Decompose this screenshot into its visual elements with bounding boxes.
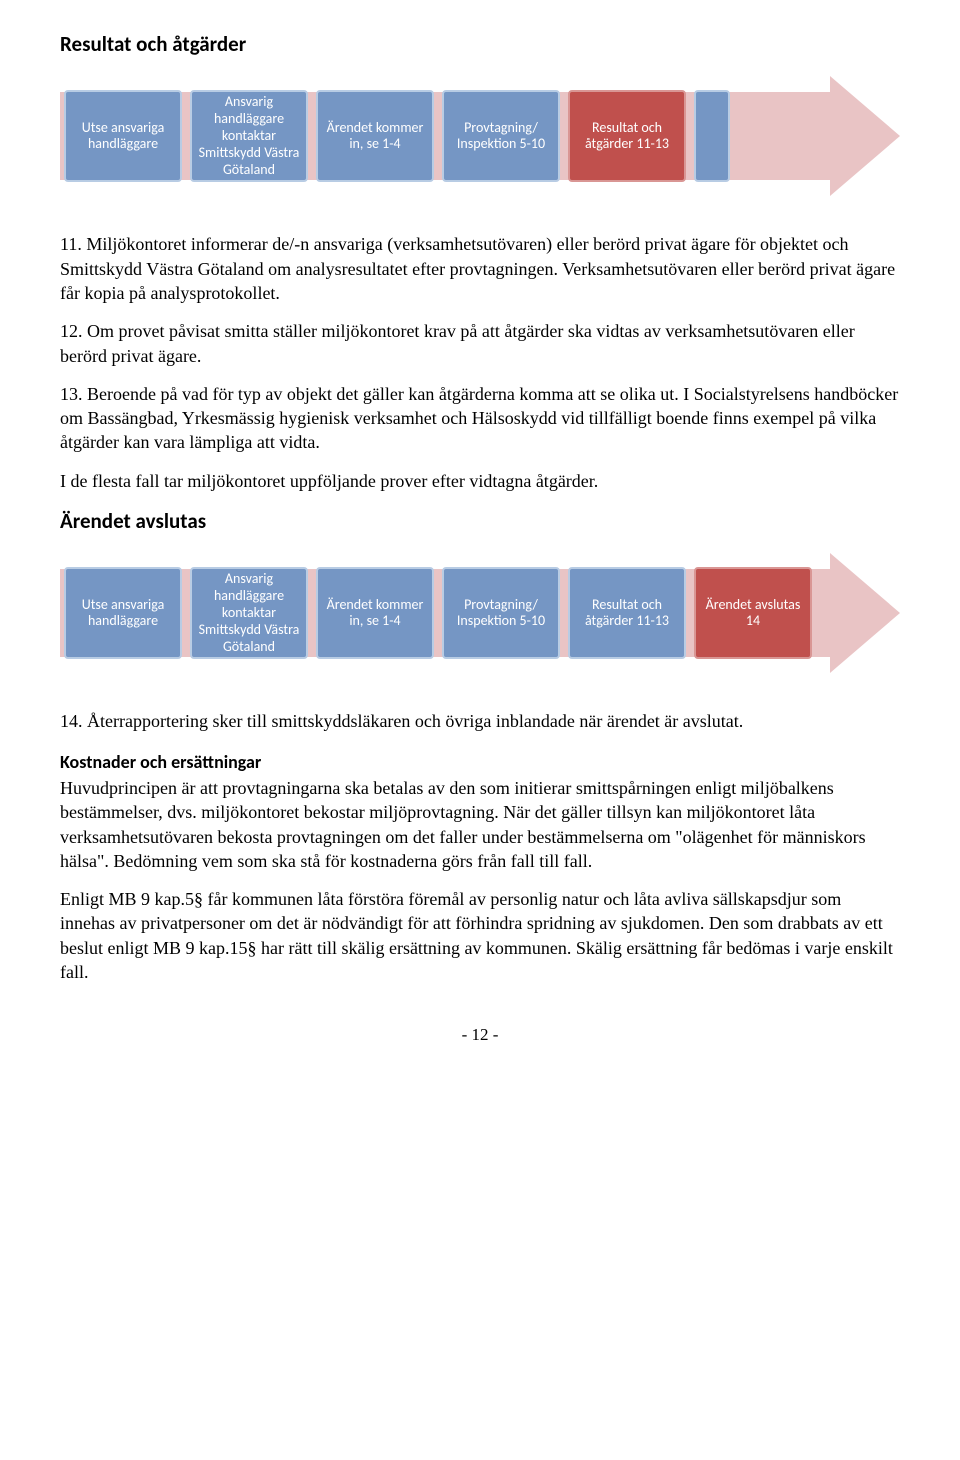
paragraph-11: 11. Miljökontoret informerar de/-n ansva… [60, 232, 900, 305]
costs-heading: Kostnader och ersättningar [60, 750, 900, 774]
flow1-boxes: Utse ansvariga handläggareAnsvarig handl… [60, 90, 730, 182]
costs-paragraph-2: Enligt MB 9 kap.5§ får kommunen låta för… [60, 887, 900, 984]
process-arrow-2: Utse ansvariga handläggareAnsvarig handl… [60, 553, 900, 673]
flow-step: Ansvarig handläggare kontaktar Smittskyd… [190, 567, 308, 659]
paragraph-14: 14. Återrapportering sker till smittskyd… [60, 709, 900, 733]
flow-step: Provtagning/ Inspektion 5-10 [442, 90, 560, 182]
process-arrow-1: Utse ansvariga handläggareAnsvarig handl… [60, 76, 900, 196]
flow-step: Resultat och åtgärder 11-13 [568, 90, 686, 182]
paragraph-13b: I de flesta fall tar miljökontoret uppfö… [60, 469, 900, 493]
flow2-boxes: Utse ansvariga handläggareAnsvarig handl… [60, 567, 812, 659]
flow-step: Provtagning/ Inspektion 5-10 [442, 567, 560, 659]
flow-step: Utse ansvariga handläggare [64, 567, 182, 659]
paragraph-12: 12. Om provet påvisat smitta ställer mil… [60, 319, 900, 368]
flow-step: Utse ansvariga handläggare [64, 90, 182, 182]
flow-step: Ärendet avslutas 14 [694, 567, 812, 659]
flow-step: Resultat och åtgärder 11-13 [568, 567, 686, 659]
section-title-1: Resultat och åtgärder [60, 30, 900, 58]
flow-step-edge [694, 90, 730, 182]
section-title-2: Ärendet avslutas [60, 507, 900, 535]
page-number: - 12 - [60, 1024, 900, 1047]
flow-step: Ärendet kommer in, se 1-4 [316, 90, 434, 182]
paragraph-13: 13. Beroende på vad för typ av objekt de… [60, 382, 900, 455]
flow-step: Ärendet kommer in, se 1-4 [316, 567, 434, 659]
flow-step: Ansvarig handläggare kontaktar Smittskyd… [190, 90, 308, 182]
costs-paragraph-1: Huvudprincipen är att provtagningarna sk… [60, 776, 900, 873]
